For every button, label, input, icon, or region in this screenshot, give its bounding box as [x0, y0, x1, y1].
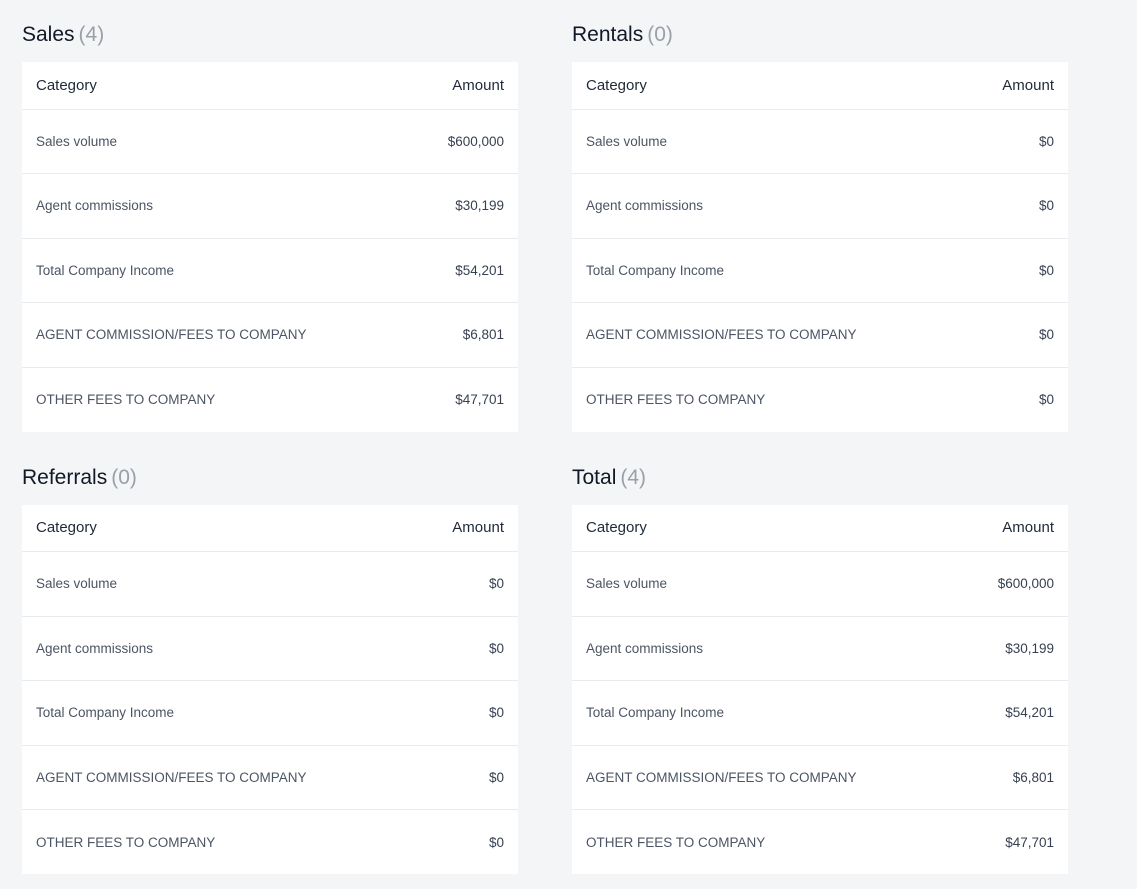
table-row: Sales volume $0 — [572, 109, 1068, 174]
table-row: OTHER FEES TO COMPANY $0 — [22, 810, 518, 875]
row-amount: $30,199 — [408, 173, 518, 239]
table-header-row: Category Amount — [572, 504, 1068, 552]
panel-title: Referrals (0) — [22, 463, 518, 505]
table-row: OTHER FEES TO COMPANY $47,701 — [572, 810, 1068, 875]
row-amount: $0 — [413, 745, 518, 810]
table-header-row: Category Amount — [22, 504, 518, 552]
row-amount: $0 — [1038, 392, 1054, 407]
row-amount: $0 — [963, 302, 1068, 368]
column-header-amount[interactable]: Amount — [963, 62, 1068, 110]
row-category: Agent commissions — [22, 173, 409, 239]
row-category: Agent commissions — [572, 173, 964, 239]
column-header-category[interactable]: Category — [572, 504, 959, 552]
row-category: OTHER FEES TO COMPANY — [586, 392, 766, 407]
row-amount: $47,701 — [455, 392, 504, 407]
row-amount: $54,201 — [408, 238, 518, 303]
row-category: OTHER FEES TO COMPANY — [36, 834, 216, 850]
row-category: OTHER FEES TO COMPANY — [36, 392, 216, 407]
table-row: Sales volume $600,000 — [572, 551, 1068, 617]
row-amount: $54,201 — [958, 680, 1068, 746]
row-category: Sales volume — [22, 109, 409, 174]
panel-title: Sales (4) — [22, 20, 518, 62]
row-category: Total Company Income — [22, 238, 409, 303]
row-amount: $0 — [963, 109, 1068, 174]
row-category: AGENT COMMISSION/FEES TO COMPANY — [22, 302, 409, 368]
table-row: Sales volume $600,000 — [22, 109, 518, 174]
row-category: Sales volume — [572, 109, 964, 174]
table-row: Sales volume $0 — [22, 551, 518, 617]
row-amount: $6,801 — [408, 302, 518, 368]
row-category: Total Company Income — [572, 238, 964, 303]
panel-referrals: Referrals (0) Category Amount Sales volum… — [22, 463, 518, 875]
table-row: Agent commissions $0 — [22, 616, 518, 681]
panel-title: Rentals (0) — [572, 20, 1068, 62]
summary-table: Category Amount Sales volume $600,000 Age… — [572, 504, 1068, 875]
table-row: Agent commissions $0 — [572, 173, 1068, 239]
row-category: AGENT COMMISSION/FEES TO COMPANY — [22, 745, 414, 810]
column-header-category[interactable]: Category — [22, 62, 409, 110]
row-category: AGENT COMMISSION/FEES TO COMPANY — [572, 302, 964, 368]
panel-title-text: Rentals — [572, 23, 644, 46]
panel-total: Total (4) Category Amount Sales volume $60… — [572, 463, 1068, 875]
panel-title: Total (4) — [572, 463, 1068, 505]
summary-table: Category Amount Sales volume $600,000 Age… — [22, 62, 518, 432]
table-row: OTHER FEES TO COMPANY $0 — [572, 367, 1068, 432]
table-row: Total Company Income $0 — [572, 238, 1068, 303]
table-row: Agent commissions $30,199 — [572, 616, 1068, 681]
row-amount: $600,000 — [408, 109, 518, 174]
panel-count: (0) — [647, 23, 673, 46]
table-row: OTHER FEES TO COMPANY $47,701 — [22, 367, 518, 432]
row-amount: $47,701 — [1005, 834, 1054, 850]
table-row: AGENT COMMISSION/FEES TO COMPANY $0 — [22, 745, 518, 810]
row-amount: $0 — [413, 616, 518, 681]
summary-grid: Sales (4) Category Amount Sales volume $60… — [22, 20, 1068, 874]
table-row: Agent commissions $30,199 — [22, 173, 518, 239]
summary-table: Category Amount Sales volume $0 Agent com… — [22, 504, 518, 875]
table-row: AGENT COMMISSION/FEES TO COMPANY $6,801 — [572, 745, 1068, 810]
row-category: Total Company Income — [22, 680, 414, 746]
row-amount: $0 — [963, 238, 1068, 303]
panel-title-text: Total — [572, 465, 617, 489]
row-category: AGENT COMMISSION/FEES TO COMPANY — [572, 745, 959, 810]
table-row: Total Company Income $0 — [22, 680, 518, 746]
table-row: AGENT COMMISSION/FEES TO COMPANY $6,801 — [22, 302, 518, 368]
table-header-row: Category Amount — [572, 62, 1068, 110]
column-header-category[interactable]: Category — [22, 504, 414, 552]
panel-title-text: Sales — [22, 23, 75, 46]
row-amount: $6,801 — [958, 745, 1068, 810]
row-category: Total Company Income — [572, 680, 959, 746]
column-header-category[interactable]: Category — [572, 62, 964, 110]
panel-title-text: Referrals — [22, 465, 108, 489]
panel-count: (0) — [111, 465, 137, 489]
panel-count: (4) — [78, 23, 105, 46]
panel-rentals: Rentals (0) Category Amount Sales volume $… — [572, 20, 1068, 432]
panel-sales: Sales (4) Category Amount Sales volume $60… — [22, 20, 518, 432]
panel-count: (4) — [620, 465, 647, 489]
row-category: OTHER FEES TO COMPANY — [586, 834, 766, 850]
row-amount: $0 — [413, 680, 518, 746]
column-header-amount[interactable]: Amount — [408, 62, 518, 110]
row-category: Sales volume — [572, 551, 959, 617]
table-row: Total Company Income $54,201 — [22, 238, 518, 303]
row-category: Agent commissions — [572, 616, 959, 681]
row-amount: $0 — [963, 173, 1068, 239]
row-amount: $0 — [488, 834, 504, 850]
column-header-amount[interactable]: Amount — [413, 504, 518, 552]
table-header-row: Category Amount — [22, 62, 518, 110]
summary-table: Category Amount Sales volume $0 Agent com… — [572, 62, 1068, 432]
row-category: Sales volume — [22, 551, 414, 617]
table-row: AGENT COMMISSION/FEES TO COMPANY $0 — [572, 302, 1068, 368]
table-row: Total Company Income $54,201 — [572, 680, 1068, 746]
column-header-amount[interactable]: Amount — [958, 504, 1068, 552]
row-amount: $0 — [413, 551, 518, 617]
row-amount: $600,000 — [958, 551, 1068, 617]
row-category: Agent commissions — [22, 616, 414, 681]
row-amount: $30,199 — [958, 616, 1068, 681]
